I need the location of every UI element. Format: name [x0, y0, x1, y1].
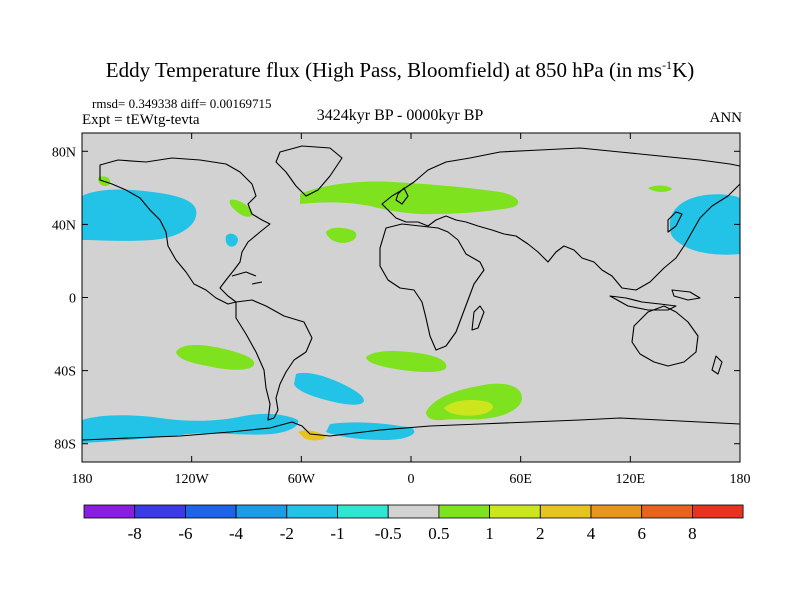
coast-new-guinea — [671, 289, 701, 301]
anomaly-north-atlantic — [300, 181, 519, 215]
colorbar-swatch — [235, 504, 288, 519]
anomaly-labrador — [225, 233, 238, 247]
colorbar-swatch — [286, 504, 338, 519]
coast-north-america — [99, 157, 271, 305]
lon-tick-label: 60W — [288, 472, 316, 487]
anomaly-central-north-atlantic — [326, 227, 357, 243]
coast-new-zealand — [711, 355, 723, 375]
anomaly-antarctic-peninsula — [298, 430, 326, 441]
colorbar-label: -6 — [178, 524, 192, 543]
colorbar-label: -2 — [280, 524, 294, 543]
lat-tick-label: 0 — [69, 292, 76, 307]
anomaly-south-indian-core — [444, 400, 493, 416]
season-text: ANN — [709, 110, 743, 126]
colorbar-label: 0.5 — [428, 524, 449, 543]
colorbar-label: 4 — [587, 524, 596, 543]
colorbar-swatch — [539, 504, 592, 519]
colorbar: -8 -6 -4 -2 -1 -0.5 0.5 1 2 4 6 8 — [83, 504, 744, 543]
anomaly-southern-ocean-sa — [294, 372, 364, 405]
lon-tick-label: 120E — [616, 472, 646, 487]
lon-tick-label: 60E — [509, 472, 532, 487]
map-plot-area: 180 120W 60W 0 60E 120E 180 80N 40N 0 40S 80S — [52, 132, 751, 487]
colorbar-swatch — [134, 504, 186, 519]
coast-caribbean — [231, 271, 263, 285]
coast-madagascar — [471, 305, 485, 331]
colorbar-label: -1 — [330, 524, 344, 543]
colorbar-label: -8 — [128, 524, 142, 543]
anomaly-north-pacific-east — [82, 189, 197, 241]
coast-indonesia — [609, 295, 677, 311]
lat-tick-label: 40S — [54, 365, 76, 380]
title-end: K) — [672, 58, 695, 82]
colorbar-label: -4 — [229, 524, 244, 543]
title-main: Eddy Temperature flux (High Pass, Bloomf… — [105, 58, 663, 82]
coast-greenland — [275, 145, 343, 197]
longitude-ticks: 180 120W 60W 0 60E 120E 180 — [72, 133, 751, 487]
lon-tick-label: 180 — [730, 472, 751, 487]
colorbar-swatch — [337, 504, 389, 519]
anomaly-siberia — [648, 185, 672, 192]
lat-tick-label: 40N — [52, 218, 76, 233]
colorbar-label: 2 — [536, 524, 545, 543]
lon-tick-label: 180 — [72, 472, 93, 487]
lat-tick-label: 80N — [52, 145, 76, 160]
coast-africa — [379, 223, 485, 351]
experiment-text: Expt = tEWtg-tevta — [82, 112, 200, 128]
lon-tick-label: 120W — [175, 472, 210, 487]
colorbar-swatch — [590, 504, 643, 519]
colorbar-swatch — [83, 504, 136, 519]
anomaly-layer — [82, 176, 740, 443]
anomaly-south-atlantic — [366, 350, 447, 373]
latitude-ticks: 80N 40N 0 40S 80S — [52, 145, 740, 453]
stats-text: rmsd= 0.349338 diff= 0.00169715 — [92, 96, 272, 111]
coast-australia — [631, 305, 699, 367]
title-exponent: -1 — [662, 58, 673, 72]
coastlines — [82, 145, 740, 441]
colorbar-label: -0.5 — [375, 524, 402, 543]
lon-tick-label: 0 — [408, 472, 415, 487]
colorbar-swatch — [489, 504, 541, 519]
period-text: 3424kyr BP - 0000kyr BP — [316, 107, 484, 124]
figure-title: Eddy Temperature flux (High Pass, Bloomf… — [0, 58, 800, 83]
coast-south-america — [235, 299, 313, 421]
colorbar-swatch — [438, 504, 490, 519]
coast-antarctica — [82, 417, 740, 441]
colorbar-label: 6 — [637, 524, 646, 543]
anomaly-greenland — [229, 199, 253, 217]
coast-japan — [667, 211, 683, 233]
coast-uk — [395, 187, 409, 205]
map-background — [82, 133, 740, 462]
colorbar-label: 1 — [485, 524, 494, 543]
colorbar-swatch — [387, 504, 440, 519]
anomaly-south-pacific — [176, 344, 255, 370]
colorbar-label: 8 — [688, 524, 697, 543]
colorbar-swatch — [184, 504, 237, 519]
anomaly-southern-pacific — [82, 413, 299, 443]
lat-tick-label: 80S — [54, 438, 76, 453]
coast-eurasia — [381, 147, 740, 291]
colorbar-swatch — [641, 504, 693, 519]
colorbar-swatch — [692, 504, 744, 519]
